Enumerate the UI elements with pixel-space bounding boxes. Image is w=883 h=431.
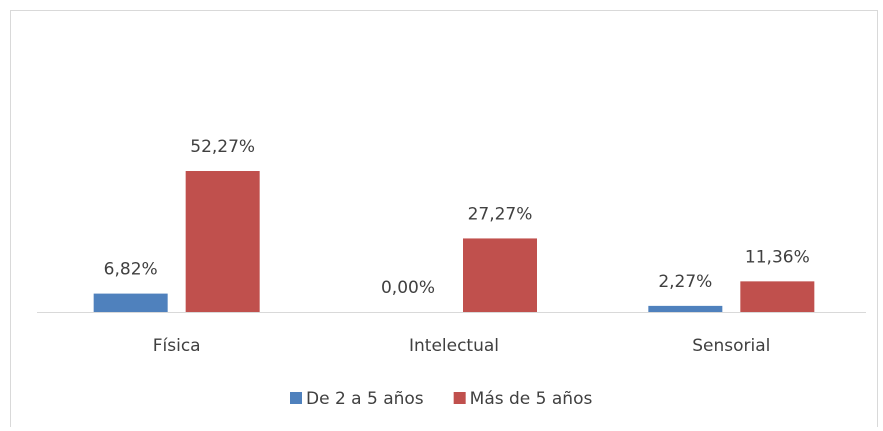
legend-label: De 2 a 5 años (306, 389, 424, 409)
legend-label: Más de 5 años (470, 389, 593, 409)
x-tick-label: Física (153, 336, 201, 356)
data-label: 6,82% (104, 260, 158, 280)
bar (463, 238, 537, 312)
data-label: 2,27% (658, 272, 712, 292)
bar (648, 305, 723, 312)
bar (185, 171, 260, 312)
data-label: 11,36% (745, 247, 810, 267)
data-label: 0,00% (381, 278, 435, 298)
x-tick-label: Sensorial (692, 336, 770, 356)
chart-frame (10, 10, 878, 431)
legend-swatch (453, 392, 466, 404)
legend-swatch (290, 392, 302, 404)
x-tick-label: Intelectual (409, 336, 499, 356)
bar (740, 281, 815, 312)
data-label: 27,27% (468, 204, 533, 224)
bar (93, 293, 168, 312)
data-label: 52,27% (190, 137, 255, 157)
